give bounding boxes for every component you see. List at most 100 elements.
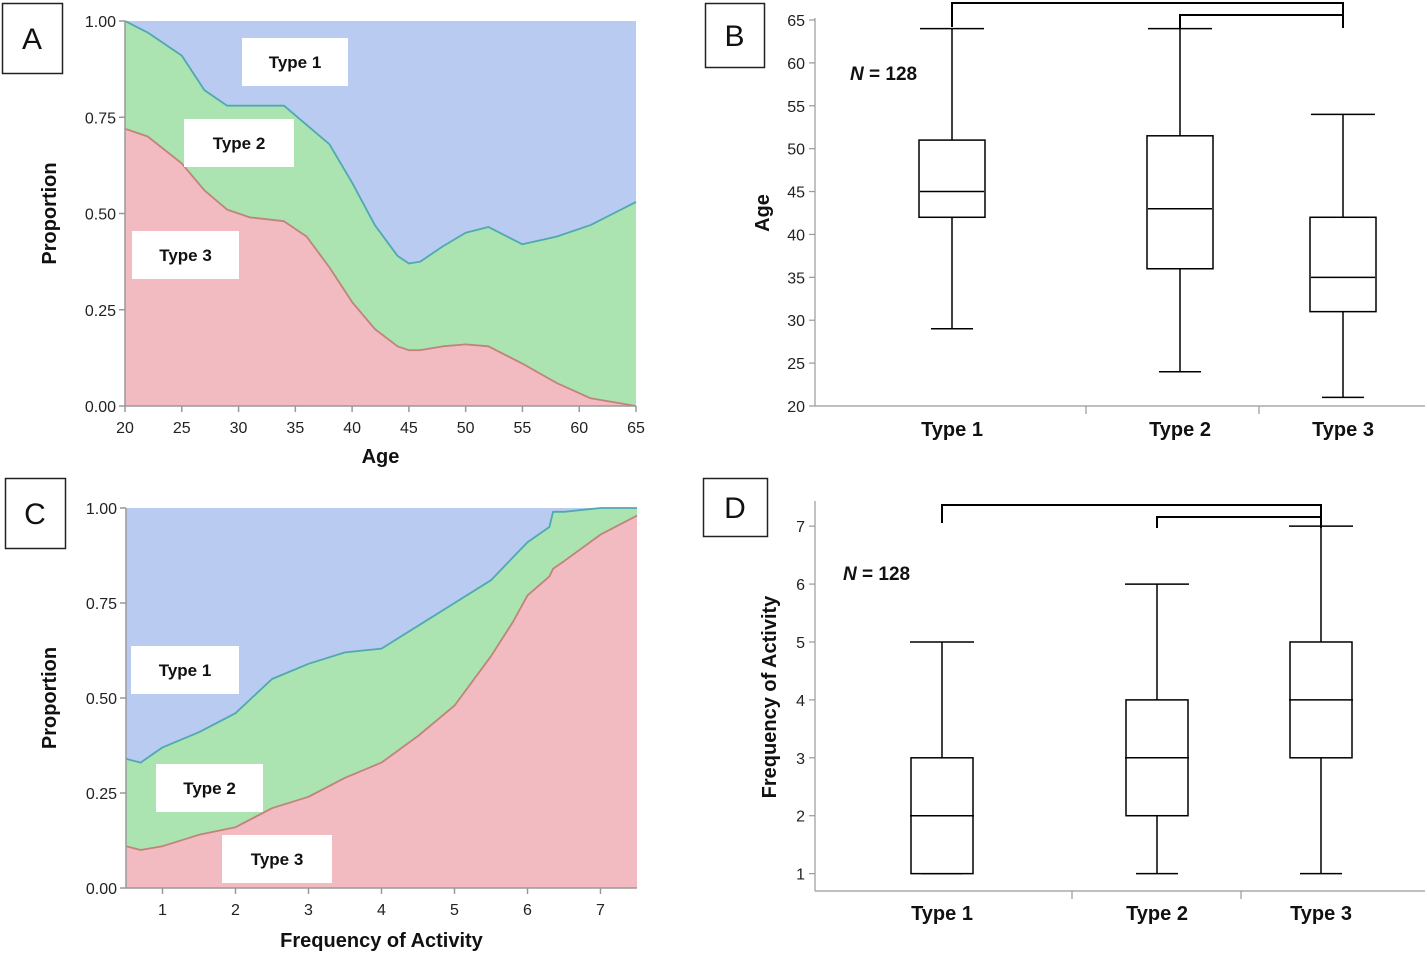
panel-letter: B: [724, 20, 744, 53]
sample-size-label: N = 128: [850, 64, 917, 85]
region-label-box: [222, 835, 332, 883]
y-tick-label: 65: [787, 13, 805, 30]
sample-size-symbol: N: [850, 64, 865, 85]
area-type-1: [126, 508, 637, 763]
panel-d: 1 2 3 4 5 6 7 Frequency of Activity Type 1 Type 2…: [702, 477, 1425, 925]
region-label-3: Type 3: [251, 850, 304, 869]
panel-c: 0.00 0.25 0.50 0.75 1.00 1 2 3 4 5 6 7 Frequency of …: [4, 477, 638, 952]
category-label: Type 2: [1126, 903, 1188, 925]
y-tick-label: 45: [787, 185, 805, 202]
region-label-1: Type 1: [159, 661, 212, 680]
y-tick-label: 30: [787, 313, 805, 330]
y-tick-label: 0.25: [86, 786, 117, 803]
y-tick-label: 40: [787, 227, 805, 244]
x-axis-label: Age: [362, 446, 400, 468]
significance-bracket: [941, 504, 1322, 523]
y-tick-label: 0.00: [86, 881, 117, 898]
sample-size-value: = 128: [857, 564, 910, 585]
significance-bracket: [1156, 516, 1322, 528]
panel-letter: D: [724, 492, 746, 525]
x-tick-label: 50: [457, 420, 475, 437]
y-tick-label: 0.75: [85, 110, 116, 127]
x-tick-label: 55: [514, 420, 532, 437]
panel-letter-box: [1, 2, 64, 75]
category-label: Type 2: [1149, 419, 1211, 441]
region-label-box: [156, 764, 263, 812]
boundary-line: [125, 507, 637, 764]
category-label: Type 1: [911, 903, 973, 925]
x-tick-label: 1: [158, 902, 167, 919]
panel-letter: C: [24, 498, 46, 531]
y-axis-label: Proportion: [39, 647, 61, 749]
region-label-3: Type 3: [159, 246, 212, 265]
region-label-box: [242, 38, 348, 86]
x-tick-label: 40: [343, 420, 361, 437]
box-iqr: [1146, 135, 1214, 270]
panel-b: 20 25 30 35 40 45 50 55 60 65 Age Type 1 Type 2 Type …: [704, 2, 1425, 441]
y-tick-label: 55: [787, 99, 805, 116]
region-label-box: [132, 231, 239, 279]
y-tick-label: 6: [796, 577, 805, 594]
y-tick-label: 0.50: [85, 207, 116, 224]
y-tick-label: 0.25: [85, 303, 116, 320]
area-type-3: [125, 128, 636, 407]
category-label: Type 1: [921, 419, 983, 441]
panel-letter: A: [22, 23, 42, 56]
x-tick-label: 5: [450, 902, 459, 919]
region-label-box: [184, 119, 294, 167]
y-tick-label: 1.00: [85, 14, 116, 31]
x-tick-label: 20: [116, 420, 134, 437]
region-label-1: Type 1: [269, 53, 322, 72]
y-tick-label: 2: [796, 809, 805, 826]
x-tick-label: 25: [173, 420, 191, 437]
box-iqr: [918, 139, 986, 219]
x-tick-label: 30: [230, 420, 248, 437]
sample-size-symbol: N: [843, 564, 858, 585]
y-tick-label: 50: [787, 142, 805, 159]
panel-letter-box: [702, 477, 769, 538]
panel-letter-box: [4, 477, 67, 550]
sample-size-label: N = 128: [843, 564, 910, 585]
category-label: Type 3: [1312, 419, 1374, 441]
y-tick-label: 1.00: [86, 501, 117, 518]
y-tick-label: 3: [796, 751, 805, 768]
boundary-line: [124, 20, 637, 265]
boundary-line: [125, 514, 638, 851]
x-tick-label: 65: [627, 420, 645, 437]
x-tick-label: 6: [523, 902, 532, 919]
y-tick-label: 7: [796, 519, 805, 536]
y-tick-label: 0.75: [86, 596, 117, 613]
sample-size-value: = 128: [864, 64, 917, 85]
y-axis-label: Frequency of Activity: [759, 595, 781, 799]
y-tick-label: 35: [787, 270, 805, 287]
x-tick-label: 7: [596, 902, 605, 919]
x-tick-label: 35: [286, 420, 304, 437]
y-tick-label: 60: [787, 56, 805, 73]
y-axis-label: Age: [752, 194, 774, 232]
region-label-box: [131, 646, 239, 694]
y-tick-label: 1: [796, 867, 805, 884]
boundary-line: [124, 127, 637, 407]
x-axis-label: Frequency of Activity: [280, 930, 484, 952]
x-tick-label: 2: [231, 902, 240, 919]
area-type-2: [125, 21, 636, 406]
y-tick-label: 0.00: [85, 399, 116, 416]
area-type-3: [126, 515, 637, 888]
region-label-2: Type 2: [213, 134, 266, 153]
box-iqr: [1309, 216, 1377, 313]
x-tick-label: 4: [377, 902, 386, 919]
category-label: Type 3: [1290, 903, 1352, 925]
y-tick-label: 5: [796, 635, 805, 652]
region-label-2: Type 2: [183, 779, 236, 798]
y-tick-label: 25: [787, 356, 805, 373]
x-tick-label: 45: [400, 420, 418, 437]
significance-bracket: [1179, 14, 1344, 28]
y-axis-label: Proportion: [39, 162, 61, 264]
y-tick-label: 4: [796, 693, 805, 710]
panel-letter-box: [704, 2, 766, 69]
x-tick-label: 60: [570, 420, 588, 437]
panel-a: 0.00 0.25 0.50 0.75 1.00 20 25 30 35 40 45 50 55 60 65…: [1, 2, 645, 468]
y-tick-label: 20: [787, 399, 805, 416]
x-tick-label: 3: [304, 902, 313, 919]
